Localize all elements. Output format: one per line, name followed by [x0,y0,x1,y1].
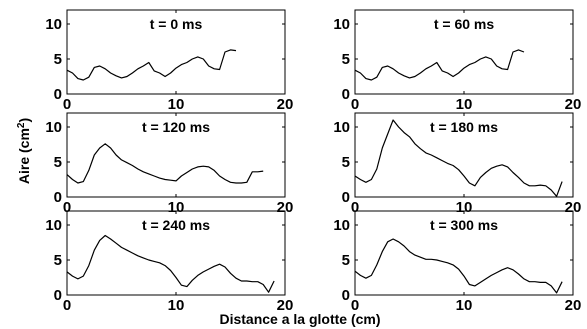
y-tick-label: 0 [342,189,350,206]
area-curve [66,234,275,293]
panel-5: 0 10 20 0 5 10 t = 300 ms [333,210,582,314]
x-axis-label: Distance a la glotte (cm) [219,311,380,327]
x-tick-label: 0 [351,199,359,216]
x-tick-label: 0 [63,199,71,216]
y-tick-label: 5 [342,252,350,269]
y-axis-label-main: Aire (cm [16,128,32,184]
x-tick-label: 10 [168,297,185,314]
panel-title: t = 240 ms [142,217,210,233]
y-tick-label: 5 [54,154,62,171]
y-tick-label: 10 [45,119,62,136]
x-tick-label: 0 [351,297,359,314]
x-tick-label: 20 [277,297,294,314]
y-tick-label: 0 [342,86,350,103]
y-axis-label-superscript: 2 [16,122,27,128]
area-curve [354,49,525,81]
x-tick-label: 0 [63,297,71,314]
x-tick-label: 10 [168,199,185,216]
panel-title: t = 60 ms [434,16,495,32]
panel-1: 0 10 20 0 5 10 t = 60 ms [333,9,582,113]
y-axis-label-end: ) [16,118,32,123]
x-tick-label: 0 [351,96,359,113]
y-tick-label: 10 [333,217,350,234]
y-tick-label: 0 [54,287,62,304]
panel-title: t = 180 ms [430,119,498,135]
x-tick-label: 10 [456,96,473,113]
x-tick-label: 20 [277,96,294,113]
y-tick-label: 5 [342,154,350,171]
area-curve [354,238,563,294]
panel-3: 0 10 20 0 5 10 t = 180 ms [333,112,582,216]
panel-4: 0 10 20 0 5 10 t = 240 ms [45,210,294,314]
x-tick-label: 20 [565,297,582,314]
y-tick-label: 0 [342,287,350,304]
y-tick-label: 0 [54,86,62,103]
x-tick-label: 0 [63,96,71,113]
y-tick-label: 5 [54,51,62,68]
panel-0: 0 10 20 0 5 10 t = 0 ms [45,9,294,113]
y-tick-label: 5 [342,51,350,68]
x-tick-label: 20 [565,96,582,113]
panel-2: 0 10 20 0 5 10 t = 120 ms [45,112,294,216]
area-curve [66,143,264,184]
panel-title: t = 0 ms [150,16,203,32]
y-tick-label: 0 [54,189,62,206]
panel-title: t = 300 ms [430,217,498,233]
area-curve [354,119,563,197]
x-tick-label: 10 [456,297,473,314]
panel-title: t = 120 ms [142,119,210,135]
y-axis-label: Aire (cm2) [16,118,32,184]
y-tick-label: 5 [54,252,62,269]
x-tick-label: 20 [277,199,294,216]
y-tick-label: 10 [45,16,62,33]
x-tick-label: 20 [565,199,582,216]
y-tick-label: 10 [333,16,350,33]
y-tick-label: 10 [45,217,62,234]
area-curve [66,49,237,81]
y-tick-label: 10 [333,119,350,136]
x-tick-label: 10 [168,96,185,113]
x-tick-label: 10 [456,199,473,216]
